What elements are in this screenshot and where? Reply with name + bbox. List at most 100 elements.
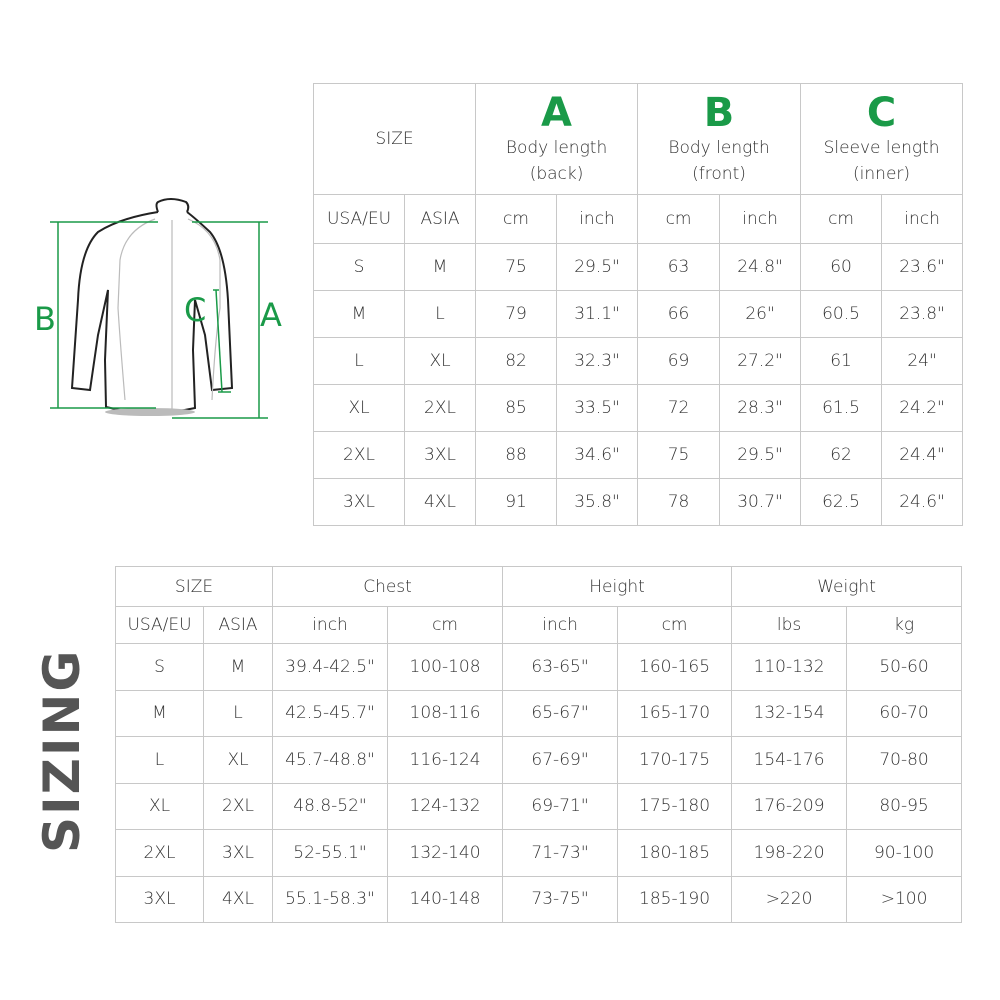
subheader-cell: lbs	[731, 606, 848, 644]
table-cell: 116-124	[387, 736, 504, 784]
table-cell: 24.2"	[881, 384, 964, 432]
table-cell: 70-80	[846, 736, 963, 784]
table-cell: 85	[475, 384, 558, 432]
table-row: S M 39.4-42.5" 100-108 63-65" 160-165 110-132 5…	[115, 643, 963, 691]
table-cell: M	[313, 290, 405, 338]
table-cell: 170-175	[617, 736, 733, 784]
table-cell: XL	[403, 337, 477, 385]
table-cell: 63-65"	[502, 643, 619, 691]
table-cell: 45.7-48.8"	[272, 736, 389, 784]
subheader-cell: USA/EU	[313, 194, 405, 244]
table-cell: 2XL	[403, 384, 477, 432]
table-cell: 124-132	[387, 782, 504, 830]
table-cell: 23.6"	[881, 243, 964, 291]
table-cell: XL	[313, 384, 405, 432]
size-header: SIZE	[312, 83, 477, 195]
table-cell: 2XL	[313, 431, 405, 479]
table-cell: 24"	[881, 337, 964, 385]
table-cell: 69	[637, 337, 721, 385]
table-cell: >220	[731, 875, 848, 923]
table-cell: 66	[637, 290, 721, 338]
table-cell: 39.4-42.5"	[272, 643, 389, 691]
table-cell: S	[115, 643, 204, 691]
table-cell: 29.5"	[556, 243, 639, 291]
table-cell: 62	[800, 431, 883, 479]
table-row: 3XL 4XL 55.1-58.3" 140-148 73-75" 185-190 >220…	[115, 875, 963, 923]
table-cell: 61	[800, 337, 883, 385]
group-header-chest: Chest	[272, 566, 504, 607]
body-measurement-table: SIZE A Body length (back) B Body length (fro…	[312, 83, 964, 526]
table-row: M L 79 31.1" 66 26" 60.5 23.8"	[313, 290, 964, 338]
table-cell: XL	[115, 782, 204, 830]
table-cell: L	[115, 736, 204, 784]
table-cell: 100-108	[387, 643, 504, 691]
table-row: 2XL 3XL 88 34.6" 75 29.5" 62 24.4"	[313, 431, 964, 479]
table-cell: 27.2"	[719, 337, 802, 385]
table-cell: 30.7"	[719, 478, 802, 526]
table-cell: 29.5"	[719, 431, 802, 479]
label-c: C	[184, 291, 206, 329]
table-row: S M 75 29.5" 63 24.8" 60 23.6"	[313, 243, 964, 291]
table-cell: XL	[202, 736, 274, 784]
table-cell: 62.5	[800, 478, 883, 526]
table-cell: 180-185	[617, 829, 733, 877]
table-cell: 65-67"	[502, 689, 619, 737]
table-cell: 90-100	[846, 829, 963, 877]
table-cell: 79	[475, 290, 558, 338]
table-cell: 26"	[719, 290, 802, 338]
subheader-cell: cm	[387, 606, 504, 644]
table-cell: 3XL	[115, 875, 204, 923]
subheader-cell: inch	[719, 194, 802, 244]
table-cell: 3XL	[313, 478, 405, 526]
table-cell: M	[202, 643, 274, 691]
table-cell: 31.1"	[556, 290, 639, 338]
subheader-cell: ASIA	[403, 194, 477, 244]
table-cell: 24.8"	[719, 243, 802, 291]
group-header-c: C Sleeve length (inner)	[800, 83, 964, 195]
table-cell: 4XL	[202, 875, 274, 923]
table-cell: 132-140	[387, 829, 504, 877]
table-cell: 73-75"	[502, 875, 619, 923]
table-cell: 176-209	[731, 782, 848, 830]
table-cell: 63	[637, 243, 721, 291]
table-row: L XL 45.7-48.8" 116-124 67-69" 170-175 154-176…	[115, 736, 963, 784]
table-cell: 33.5"	[556, 384, 639, 432]
table-row: XL 2XL 85 33.5" 72 28.3" 61.5 24.2"	[313, 384, 964, 432]
group-header-weight: Weight	[731, 566, 963, 607]
table-cell: 108-116	[387, 689, 504, 737]
table-cell: 67-69"	[502, 736, 619, 784]
subheader-row: USA/EU ASIA inch cm inch cm lbs kg	[115, 606, 963, 644]
table-cell: 32.3"	[556, 337, 639, 385]
table-cell: 50-60	[846, 643, 963, 691]
table-cell: 140-148	[387, 875, 504, 923]
group-header-b: B Body length (front)	[637, 83, 802, 195]
table-cell: 4XL	[403, 478, 477, 526]
table-cell: 75	[475, 243, 558, 291]
subheader-cell: inch	[556, 194, 639, 244]
table-cell: 34.6"	[556, 431, 639, 479]
subheader-cell: cm	[617, 606, 733, 644]
table-row: M L 42.5-45.7" 108-116 65-67" 165-170 132-154 6…	[115, 689, 963, 737]
subheader-cell: inch	[502, 606, 619, 644]
subheader-cell: ASIA	[202, 606, 274, 644]
table-cell: M	[403, 243, 477, 291]
table-row: L XL 82 32.3" 69 27.2" 61 24"	[313, 337, 964, 385]
table-cell: 88	[475, 431, 558, 479]
table-cell: >100	[846, 875, 963, 923]
table-cell: 160-165	[617, 643, 733, 691]
subheader-cell: cm	[637, 194, 721, 244]
table-cell: 75	[637, 431, 721, 479]
subheader-cell: inch	[272, 606, 389, 644]
table-cell: 78	[637, 478, 721, 526]
subheader-cell: USA/EU	[115, 606, 204, 644]
table-cell: 48.8-52"	[272, 782, 389, 830]
table-cell: 61.5	[800, 384, 883, 432]
table-cell: 42.5-45.7"	[272, 689, 389, 737]
label-a: A	[260, 296, 282, 334]
table-cell: 28.3"	[719, 384, 802, 432]
size-header: SIZE	[114, 566, 274, 607]
table-cell: 198-220	[731, 829, 848, 877]
body-size-table: SIZE Chest Height Weight USA/EU ASIA inch c…	[114, 566, 963, 923]
table-cell: 72	[637, 384, 721, 432]
table-cell: 3XL	[202, 829, 274, 877]
